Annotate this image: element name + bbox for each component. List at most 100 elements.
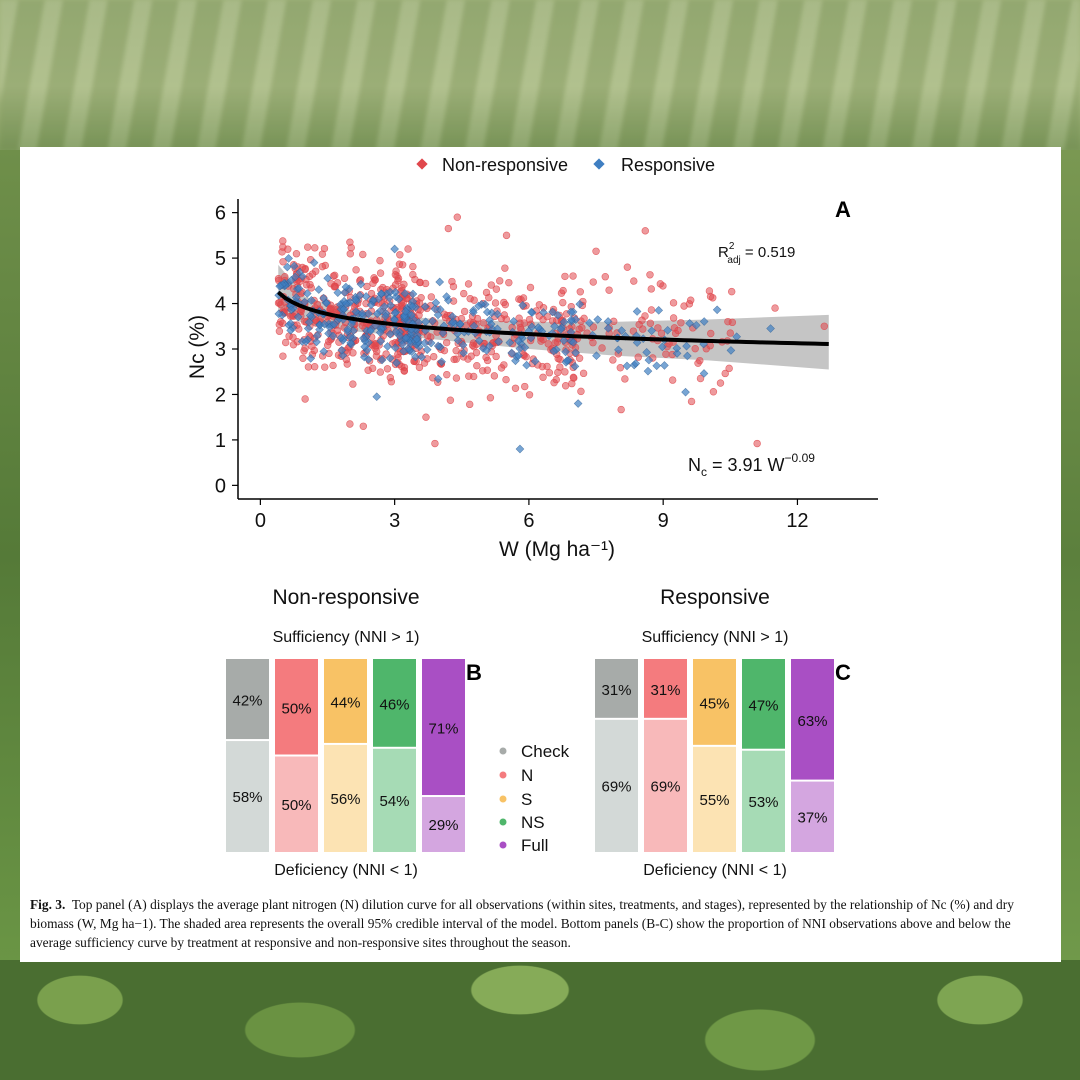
scatter-point-responsive [422, 345, 432, 354]
scatter-point-responsive [355, 291, 365, 300]
scatter-point-responsive [527, 307, 536, 317]
scatter-point-responsive [603, 317, 613, 326]
treatment-legend: Check N S NS Full [499, 742, 570, 855]
scatter-point-responsive [398, 340, 407, 349]
scatter-point-responsive [732, 332, 741, 342]
scatter-point-non-responsive [753, 439, 761, 448]
scatter-point-non-responsive [277, 300, 285, 309]
scatter-point-responsive [359, 333, 368, 343]
scatter-point-non-responsive [511, 384, 520, 392]
scatter-point-non-responsive [561, 272, 569, 281]
scatter-point-non-responsive [568, 379, 576, 388]
scatter-point-non-responsive [696, 374, 705, 383]
scatter-point-non-responsive [621, 375, 629, 383]
scatter-point-non-responsive [359, 250, 367, 259]
scatter-point-non-responsive [415, 311, 423, 319]
scatter-point-responsive [305, 311, 315, 320]
scatter-point-responsive [455, 319, 465, 329]
scatter-point-responsive [672, 349, 682, 358]
scatter-point-non-responsive [349, 349, 357, 357]
bar-sufficiency-ns [742, 659, 785, 749]
bar-deficiency-ns [742, 750, 785, 852]
scatter-point-responsive [385, 353, 395, 363]
legend-dot-s [499, 795, 507, 803]
bar-deficiency-full [791, 781, 834, 852]
scatter-point-non-responsive [629, 327, 638, 335]
equation-base: N [688, 455, 701, 475]
scatter-point-responsive [391, 287, 400, 297]
scatter-point-responsive [312, 337, 321, 347]
scatter-point-responsive [372, 309, 382, 319]
scatter-point-non-responsive [300, 347, 308, 355]
scatter-point-non-responsive [721, 369, 729, 378]
scatter-point-non-responsive [329, 272, 338, 280]
panel-b-sufficiency-label: Sufficiency (NNI > 1) [273, 629, 420, 646]
scatter-point-non-responsive [771, 304, 779, 312]
scatter-point-non-responsive [502, 375, 510, 384]
scatter-point-responsive [351, 307, 361, 316]
scatter-point-responsive [274, 309, 284, 319]
scatter-point-non-responsive [452, 374, 461, 382]
scatter-point-non-responsive [496, 277, 504, 285]
scatter-point-responsive [345, 332, 355, 342]
bar-label-sufficiency: 71% [428, 721, 458, 738]
scatter-point-non-responsive [725, 364, 733, 373]
scatter-point-non-responsive [724, 317, 732, 326]
scatter-point-responsive [435, 305, 445, 314]
scatter-point-non-responsive [677, 319, 685, 327]
scatter-point-responsive [518, 301, 527, 310]
scatter-point-responsive [468, 308, 478, 317]
scatter-point-non-responsive [576, 288, 584, 296]
scatter-point-non-responsive [415, 363, 424, 372]
scatter-point-responsive [421, 317, 430, 327]
scatter-point-responsive [548, 307, 557, 317]
panel-label-c: C [835, 660, 851, 685]
equation-sub: c [701, 465, 707, 479]
scatter-point-non-responsive [669, 314, 678, 322]
scatter-point-non-responsive [502, 231, 511, 240]
x-tick-label: 6 [523, 510, 534, 532]
scatter-point-non-responsive [592, 247, 600, 255]
scatter-point-responsive [312, 331, 322, 341]
scatter-point-non-responsive [417, 294, 425, 302]
scatter-point-responsive [289, 261, 299, 271]
background-foliage-bottom [0, 960, 1080, 1080]
scatter-point-responsive [539, 308, 548, 317]
scatter-point-responsive [283, 262, 292, 272]
scatter-point-responsive [448, 317, 458, 327]
scatter-point-non-responsive [396, 251, 404, 259]
scatter-point-responsive [309, 258, 319, 267]
legend-marker-non-responsive [416, 158, 428, 170]
scatter-point-responsive [383, 342, 392, 351]
scatter-point-responsive [407, 310, 416, 320]
panel-c-deficiency-label: Deficiency (NNI < 1) [643, 862, 787, 879]
scatter-point-non-responsive [623, 263, 632, 271]
background-foliage-left [0, 150, 20, 962]
scatter-point-responsive [341, 282, 351, 292]
scatter-point-responsive [328, 331, 338, 341]
legend-label-ns: NS [521, 813, 545, 832]
panel-b-deficiency-label: Deficiency (NNI < 1) [274, 862, 418, 879]
scatter-point-responsive [377, 355, 387, 365]
scatter-point-responsive [366, 300, 376, 310]
scatter-point-non-responsive [400, 280, 408, 289]
panel-c-title: Responsive [660, 586, 770, 609]
bar-label-deficiency: 29% [428, 817, 458, 834]
scatter-point-responsive [323, 273, 332, 283]
bar-deficiency-n [275, 756, 318, 852]
scatter-point-responsive [569, 338, 578, 347]
bar-deficiency-ns [373, 748, 416, 852]
bar-label-sufficiency: 31% [601, 682, 631, 699]
scatter-point-non-responsive [464, 355, 472, 363]
scatter-point-responsive [647, 326, 656, 336]
scatter-point-responsive [559, 317, 569, 327]
scatter-point-non-responsive [310, 363, 319, 371]
scatter-point-non-responsive [647, 285, 655, 293]
scatter-point-non-responsive [630, 277, 638, 285]
scatter-point-responsive [459, 348, 468, 358]
scatter-point-non-responsive [559, 298, 567, 307]
scatter-point-responsive [559, 336, 569, 345]
bar-label-sufficiency: 47% [748, 697, 778, 714]
scatter-point-non-responsive [482, 353, 490, 362]
scatter-point-non-responsive [707, 329, 715, 338]
